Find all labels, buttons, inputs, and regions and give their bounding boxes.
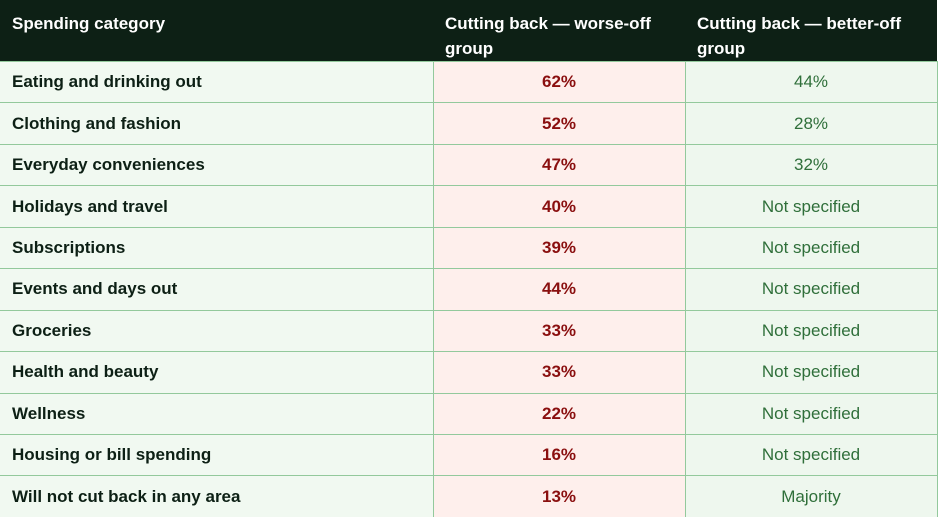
- worse-off-value-cell: 22%: [432, 392, 686, 435]
- header-row: Spending category Cutting back — worse-o…: [0, 0, 937, 62]
- category-cell: Housing or bill spending: [0, 433, 434, 477]
- table-row: Will not cut back in any area 13% Majority: [0, 475, 938, 518]
- table-row: Eating and drinking out 62% 44%: [0, 60, 938, 104]
- worse-off-value-cell: 52%: [432, 102, 686, 145]
- category-cell: Will not cut back in any area: [0, 475, 434, 518]
- worse-off-value-cell: 62%: [432, 60, 686, 104]
- better-off-value-cell: 44%: [684, 60, 938, 104]
- better-off-value-cell: Not specified: [684, 351, 938, 394]
- worse-off-value-cell: 33%: [432, 309, 686, 353]
- table-row: Health and beauty 33% Not specified: [0, 351, 938, 394]
- table-row: Groceries 33% Not specified: [0, 309, 938, 353]
- column-header-category: Spending category: [12, 14, 166, 33]
- column-header-worse-off: Cutting back — worse-off group: [445, 14, 651, 58]
- better-off-value-cell: Not specified: [684, 185, 938, 228]
- better-off-value-cell: 28%: [684, 102, 938, 145]
- category-cell: Groceries: [0, 309, 434, 353]
- worse-off-value-cell: 39%: [432, 226, 686, 270]
- category-cell: Everyday conveniences: [0, 143, 434, 187]
- table-row: Subscriptions 39% Not specified: [0, 226, 938, 270]
- category-cell: Clothing and fashion: [0, 102, 434, 145]
- better-off-value-cell: Not specified: [684, 309, 938, 353]
- better-off-value-cell: Not specified: [684, 268, 938, 311]
- table-row: Holidays and travel 40% Not specified: [0, 185, 938, 228]
- worse-off-value-cell: 13%: [432, 475, 686, 518]
- worse-off-value-cell: 33%: [432, 351, 686, 394]
- table-row: Events and days out 44% Not specified: [0, 268, 938, 311]
- better-off-value-cell: Not specified: [684, 433, 938, 477]
- table-body: Eating and drinking out 62% 44% Clothing an…: [0, 60, 938, 518]
- category-cell: Holidays and travel: [0, 185, 434, 228]
- worse-off-value-cell: 16%: [432, 433, 686, 477]
- table-row: Clothing and fashion 52% 28%: [0, 102, 938, 145]
- category-cell: Eating and drinking out: [0, 60, 434, 104]
- worse-off-value-cell: 40%: [432, 185, 686, 228]
- table-header: Spending category Cutting back — worse-o…: [0, 0, 937, 62]
- table-row: Wellness 22% Not specified: [0, 392, 938, 435]
- column-header-better-off: Cutting back — better-off group: [697, 14, 901, 58]
- table-row: Everyday conveniences 47% 32%: [0, 143, 938, 187]
- table-row: Housing or bill spending 16% Not specified: [0, 433, 938, 477]
- category-cell: Wellness: [0, 392, 434, 435]
- better-off-value-cell: Majority: [684, 475, 938, 518]
- category-cell: Events and days out: [0, 268, 434, 311]
- worse-off-value-cell: 44%: [432, 268, 686, 311]
- category-cell: Health and beauty: [0, 351, 434, 394]
- better-off-value-cell: Not specified: [684, 226, 938, 270]
- category-cell: Subscriptions: [0, 226, 434, 270]
- better-off-value-cell: Not specified: [684, 392, 938, 435]
- worse-off-value-cell: 47%: [432, 143, 686, 187]
- better-off-value-cell: 32%: [684, 143, 938, 187]
